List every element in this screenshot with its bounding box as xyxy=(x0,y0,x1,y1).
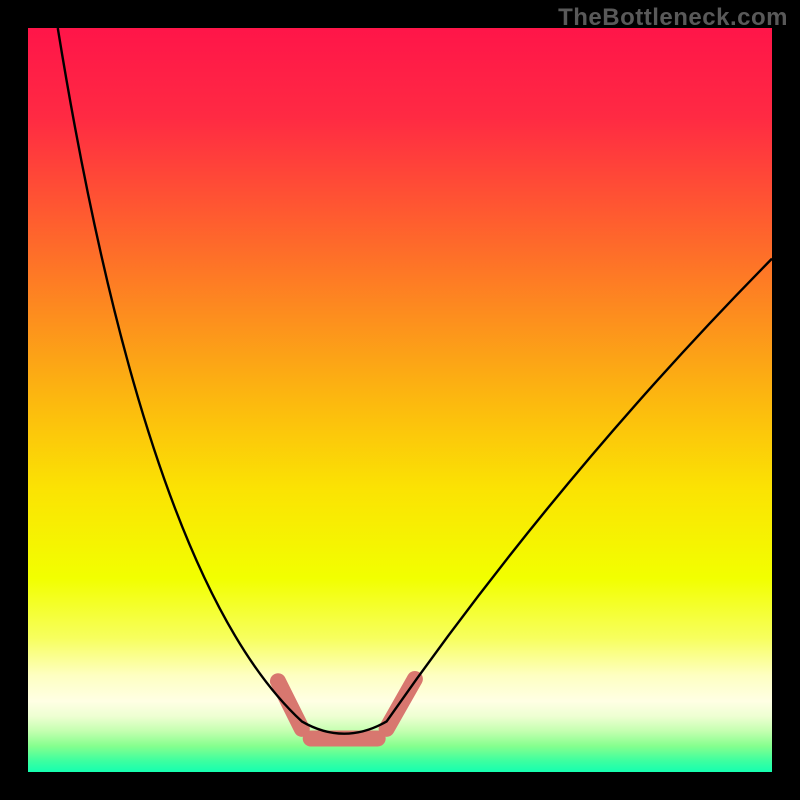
plot-svg xyxy=(28,28,772,772)
plot-area xyxy=(28,28,772,772)
